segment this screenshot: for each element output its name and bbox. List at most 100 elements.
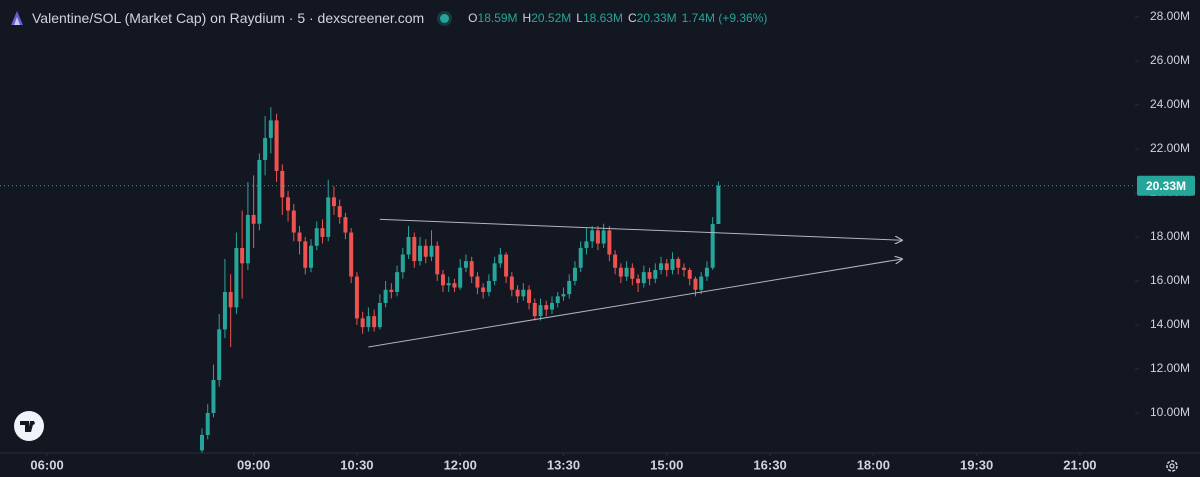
candle-body <box>423 245 428 257</box>
candle-body <box>590 230 595 242</box>
candle-body <box>509 276 514 290</box>
candle-body <box>314 228 319 246</box>
candle-body <box>412 236 417 262</box>
candle-body <box>578 247 583 268</box>
settings-icon[interactable] <box>1166 460 1178 472</box>
candle-body <box>228 291 233 308</box>
candle-body <box>251 214 256 224</box>
candle-body <box>584 241 589 248</box>
x-tick-label: 16:30 <box>753 457 786 472</box>
candle-body <box>687 269 692 279</box>
candle-body <box>458 267 463 288</box>
candle-body <box>521 289 526 297</box>
tradingview-logo[interactable] <box>14 411 44 441</box>
candle-body <box>716 185 721 224</box>
candle-body <box>704 267 709 277</box>
candle-body <box>286 197 291 211</box>
candle-body <box>647 272 652 279</box>
candle-body <box>670 258 675 270</box>
candle-body <box>320 228 325 237</box>
ohlc-value: 18.63M <box>582 11 623 25</box>
candle-body <box>395 272 400 292</box>
candle-body <box>440 274 445 286</box>
candle-body <box>343 217 348 233</box>
candle-body <box>372 316 377 328</box>
candle-body <box>641 272 646 284</box>
candle-body <box>481 287 486 292</box>
candle-body <box>234 247 239 308</box>
candle-body <box>544 305 549 310</box>
candle-body <box>354 276 359 319</box>
ohlc-value: 20.33M <box>636 11 677 25</box>
candle-body <box>567 280 572 295</box>
candle-body <box>377 302 382 328</box>
candle-body <box>199 434 204 451</box>
candle-body <box>429 245 434 257</box>
x-tick-label: 18:00 <box>857 457 890 472</box>
ohlc-key: L <box>576 11 583 25</box>
ohlc-key: O <box>468 11 478 25</box>
candle-body <box>211 379 216 413</box>
candle-body <box>389 289 394 292</box>
ohlc-value: 20.52M <box>531 11 572 25</box>
candle-body <box>383 289 388 303</box>
candle-body <box>601 230 606 244</box>
candle-body <box>463 261 468 268</box>
trend-line <box>379 218 902 240</box>
candle-body <box>469 261 474 277</box>
x-tick-label: 06:00 <box>30 457 63 472</box>
candle-body <box>561 294 566 297</box>
y-tick-label: 26.00M <box>1150 53 1190 67</box>
candle-body <box>222 291 227 330</box>
candle-body <box>366 316 371 328</box>
candle-body <box>435 245 440 275</box>
candle-body <box>280 170 285 198</box>
candle-body <box>618 267 623 277</box>
candle-body <box>263 137 268 160</box>
y-tick-label: 24.00M <box>1150 97 1190 111</box>
candle-body <box>550 302 555 310</box>
x-tick-label: 09:00 <box>237 457 270 472</box>
candle-body <box>240 247 245 264</box>
candle-body <box>681 267 686 270</box>
ohlc-value: 18.59M <box>477 11 518 25</box>
candle-body <box>693 278 698 290</box>
ohlc-key: C <box>627 11 637 25</box>
candle-body <box>653 269 658 279</box>
candle-body <box>349 232 354 277</box>
candle-body <box>572 267 577 281</box>
candle-body <box>699 276 704 290</box>
y-tick-label: 10.00M <box>1150 405 1190 419</box>
candle-body <box>527 289 532 303</box>
candle-body <box>360 318 365 328</box>
candle-body <box>446 283 451 286</box>
candle-body <box>664 263 669 270</box>
candle-body <box>486 280 491 292</box>
candle-body <box>205 412 210 435</box>
candle-body <box>538 305 543 317</box>
candle-body <box>245 214 250 264</box>
candle-body <box>452 283 457 288</box>
y-tick-label: 28.00M <box>1150 9 1190 23</box>
candle-body <box>710 223 715 268</box>
candle-body <box>217 329 222 380</box>
candle-body <box>297 232 302 242</box>
ohlc-key: H <box>522 11 532 25</box>
candle-body <box>257 159 262 224</box>
candle-body <box>630 267 635 279</box>
status-dot <box>440 13 450 23</box>
trend-line <box>368 259 902 348</box>
candle-body <box>676 258 681 268</box>
x-tick-label: 21:00 <box>1063 457 1096 472</box>
candle-body <box>636 278 641 284</box>
last-price-label: 20.33M <box>1146 179 1186 193</box>
candle-body <box>613 254 618 268</box>
candle-body <box>532 302 537 317</box>
candle-body <box>555 296 560 303</box>
candle-body <box>504 254 509 277</box>
y-tick-label: 18.00M <box>1150 229 1190 243</box>
x-tick-label: 13:30 <box>547 457 580 472</box>
candle-body <box>303 241 308 268</box>
candles <box>199 107 721 453</box>
